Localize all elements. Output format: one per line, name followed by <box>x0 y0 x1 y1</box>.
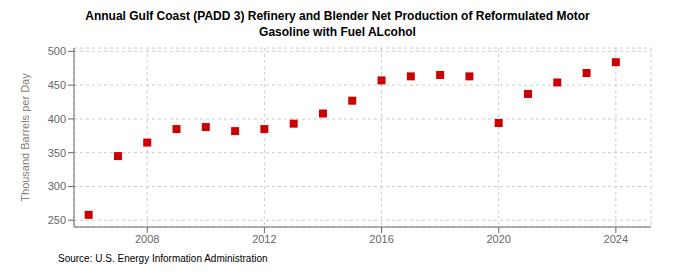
html-text:Source: U.S. Energy Informatio: Source: U.S. Energy Information Administ… <box>58 253 268 264</box>
svg-text:250: 250 <box>48 214 66 226</box>
svg-text:2012: 2012 <box>252 233 276 245</box>
svg-text:2008: 2008 <box>135 233 159 245</box>
svg-text:2024: 2024 <box>604 233 628 245</box>
svg-text:450: 450 <box>48 79 66 91</box>
svg-text:400: 400 <box>48 113 66 125</box>
svg-text:300: 300 <box>48 180 66 192</box>
html-text:Annual Gulf Coast (PADD 3) Ref: Annual Gulf Coast (PADD 3) Refinery and … <box>85 9 590 39</box>
svg-text:2020: 2020 <box>486 233 510 245</box>
svg-text:Thousand Barrels per Day: Thousand Barrels per Day <box>19 73 31 202</box>
svg-text:500: 500 <box>48 45 66 57</box>
svg-text:350: 350 <box>48 147 66 159</box>
svg-text:2016: 2016 <box>369 233 393 245</box>
